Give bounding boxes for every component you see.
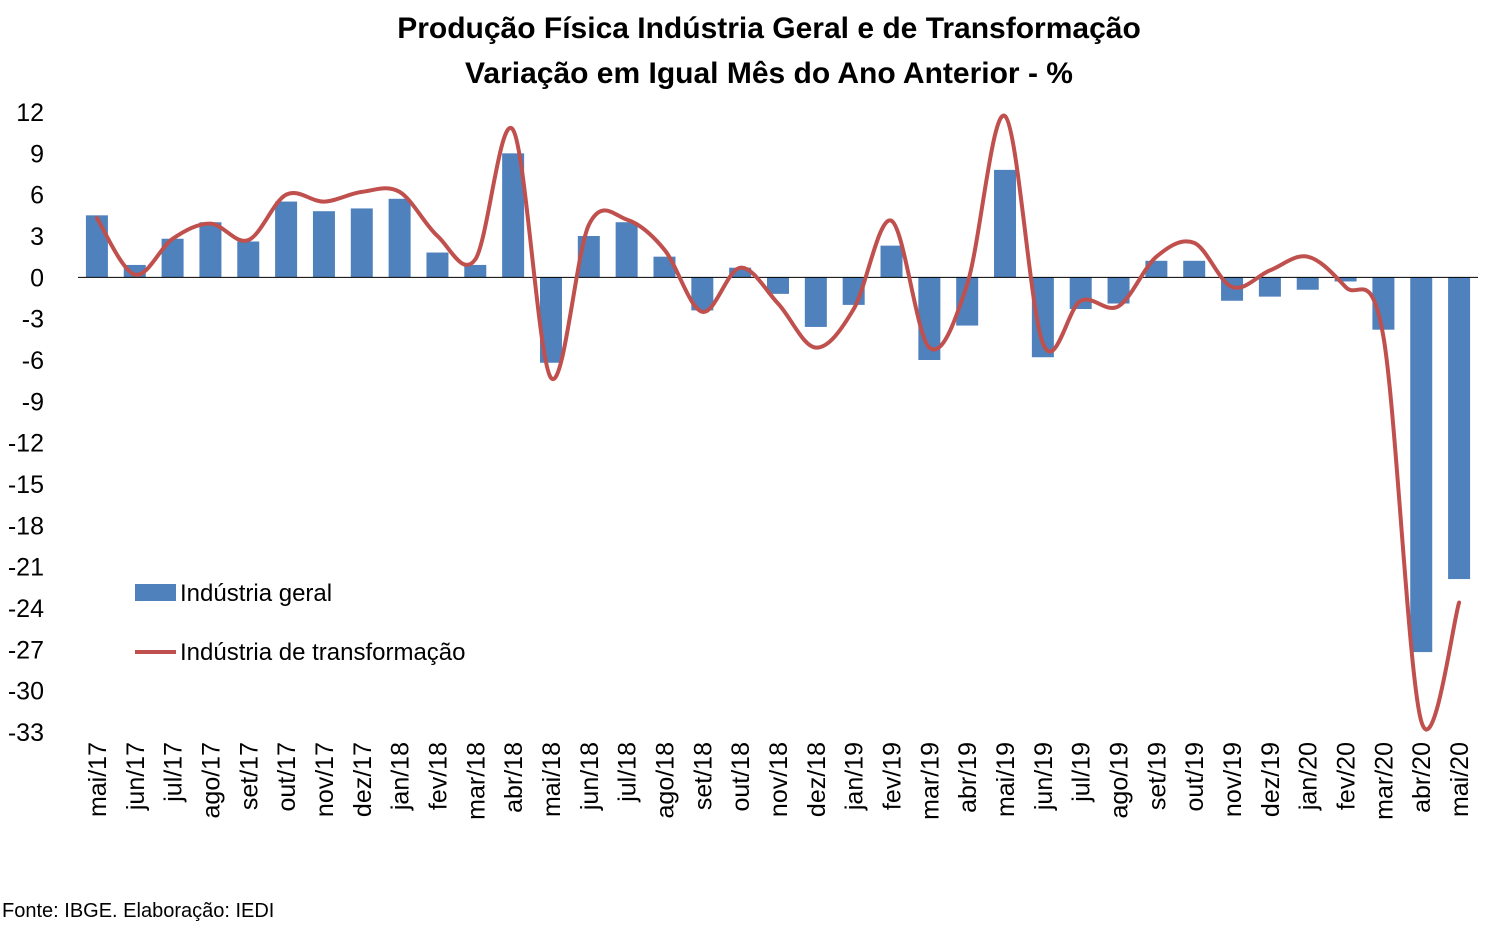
x-tick-label: abr/18 bbox=[500, 742, 528, 813]
y-tick-label: -27 bbox=[8, 636, 44, 664]
x-tick-label: dez/19 bbox=[1257, 742, 1285, 817]
x-tick-label: jan/19 bbox=[841, 742, 869, 811]
legend-label-bar: Indústria geral bbox=[180, 580, 332, 607]
bar bbox=[275, 201, 298, 278]
bar bbox=[464, 264, 487, 278]
x-tick-label: jul/17 bbox=[160, 742, 188, 803]
bar bbox=[994, 169, 1017, 278]
bar bbox=[312, 211, 335, 278]
bar bbox=[1183, 260, 1206, 278]
bar bbox=[804, 277, 827, 327]
x-tick-label: out/18 bbox=[727, 742, 755, 812]
x-tick-label: fev/20 bbox=[1333, 742, 1361, 810]
bar bbox=[388, 198, 411, 278]
x-tick-label: jun/17 bbox=[122, 742, 150, 811]
x-tick-label: dez/18 bbox=[803, 742, 831, 817]
x-tick-label: fev/18 bbox=[424, 742, 452, 810]
bar bbox=[1031, 277, 1054, 358]
bar bbox=[1334, 277, 1357, 282]
y-tick-label: -33 bbox=[8, 719, 44, 747]
bar bbox=[1107, 277, 1130, 304]
x-tick-label: fev/19 bbox=[879, 742, 907, 810]
legend-swatch-bar bbox=[135, 584, 176, 601]
x-tick-label: set/19 bbox=[1143, 742, 1171, 810]
x-tick-label: ago/19 bbox=[1106, 742, 1134, 818]
y-tick-label: -9 bbox=[22, 388, 44, 416]
bar-series bbox=[85, 153, 1471, 653]
y-tick-label: 6 bbox=[30, 182, 44, 210]
line-series bbox=[94, 114, 1462, 732]
x-tick-label: jul/18 bbox=[614, 742, 642, 803]
y-tick-label: -24 bbox=[8, 595, 44, 623]
x-tick-label: dez/17 bbox=[349, 742, 377, 817]
x-tick-label: ago/17 bbox=[197, 742, 225, 818]
x-tick-label: out/19 bbox=[1181, 742, 1209, 812]
x-tick-label: mai/18 bbox=[538, 742, 566, 817]
x-tick-label: set/18 bbox=[689, 742, 717, 810]
bar bbox=[199, 222, 222, 278]
bar bbox=[767, 277, 789, 294]
y-tick-label: -18 bbox=[8, 512, 44, 540]
bar bbox=[1258, 277, 1281, 297]
y-axis-ticks: 12 9 6 3 0 -3 -6 -9 -12 -15 -18 -21 -24 -27 -30 -33 bbox=[8, 99, 44, 747]
bar bbox=[237, 241, 260, 278]
x-axis-ticks: mai/17 jun/17 jul/17 ago/17 set/17 out/17 nov/… bbox=[84, 742, 1474, 820]
bar bbox=[729, 267, 752, 278]
legend-label-line: Indústria de transformação bbox=[180, 639, 465, 666]
chart-subtitle: Variação em Igual Mês do Ano Anterior - … bbox=[465, 57, 1073, 90]
bar bbox=[1448, 277, 1471, 580]
bar bbox=[539, 277, 562, 363]
bar bbox=[1410, 277, 1433, 653]
y-tick-label: -15 bbox=[8, 471, 44, 499]
x-tick-label: mar/20 bbox=[1370, 742, 1398, 820]
y-tick-label: 0 bbox=[30, 264, 44, 292]
x-tick-label: nov/17 bbox=[311, 742, 339, 817]
bar bbox=[691, 277, 714, 311]
bar bbox=[1069, 277, 1092, 310]
x-tick-label: jul/19 bbox=[1068, 742, 1096, 803]
x-tick-label: mai/20 bbox=[1446, 742, 1474, 817]
source-note: Fonte: IBGE. Elaboração: IEDI bbox=[2, 900, 275, 922]
bar bbox=[502, 153, 525, 278]
bar bbox=[1296, 277, 1319, 290]
y-tick-label: -21 bbox=[8, 554, 44, 582]
x-tick-label: ago/18 bbox=[651, 742, 679, 818]
x-tick-label: set/17 bbox=[235, 742, 263, 810]
bar bbox=[880, 245, 903, 278]
x-tick-label: mar/19 bbox=[916, 742, 944, 820]
bar bbox=[350, 208, 373, 278]
x-tick-label: out/17 bbox=[273, 742, 301, 812]
x-tick-label: mai/19 bbox=[992, 742, 1020, 817]
x-tick-label: jun/18 bbox=[576, 742, 604, 811]
y-tick-label: 9 bbox=[30, 140, 44, 168]
y-tick-label: -12 bbox=[8, 430, 44, 458]
chart-title: Produção Física Indústria Geral e de Tra… bbox=[397, 12, 1141, 45]
y-tick-label: 3 bbox=[30, 223, 44, 251]
y-tick-label: -6 bbox=[22, 347, 44, 375]
x-tick-label: mai/17 bbox=[84, 742, 112, 817]
y-tick-label: -30 bbox=[8, 678, 44, 706]
x-tick-label: jun/19 bbox=[1030, 742, 1058, 811]
y-tick-label: 12 bbox=[16, 99, 44, 127]
bar bbox=[161, 238, 184, 278]
x-tick-label: abr/20 bbox=[1408, 742, 1436, 813]
legend: Indústria geral Indústria de transformaç… bbox=[135, 580, 465, 666]
x-tick-label: abr/19 bbox=[954, 742, 982, 813]
bar bbox=[956, 277, 979, 326]
x-tick-label: nov/18 bbox=[765, 742, 793, 817]
bar bbox=[426, 252, 449, 278]
y-tick-label: -3 bbox=[22, 306, 44, 334]
chart: Produção Física Indústria Geral e de Tra… bbox=[8, 12, 1478, 820]
x-tick-label: mar/18 bbox=[462, 742, 490, 820]
x-tick-label: jan/18 bbox=[387, 742, 415, 811]
x-tick-label: nov/19 bbox=[1219, 742, 1247, 817]
x-tick-label: jan/20 bbox=[1295, 742, 1323, 811]
bar bbox=[85, 215, 108, 278]
bar bbox=[615, 222, 638, 278]
